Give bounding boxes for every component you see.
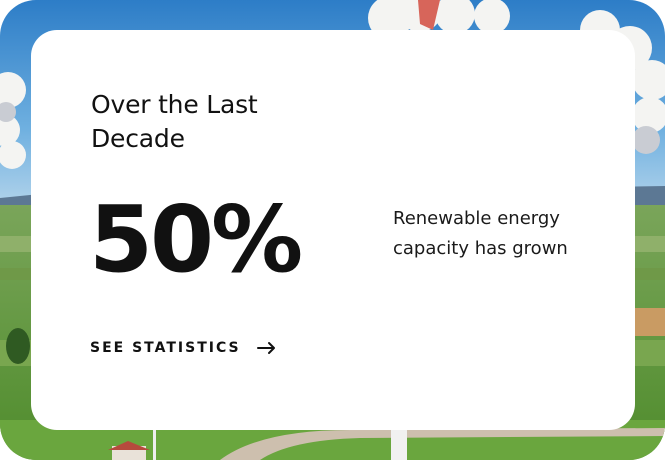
see-statistics-label: SEE STATISTICS [90,340,241,356]
stat-card: Over the Last Decade 50% Renewable energ… [31,30,635,430]
card-heading: Over the Last Decade [91,90,258,153]
see-statistics-link[interactable]: SEE STATISTICS [90,340,277,356]
arrow-right-icon [256,342,275,354]
stat-description: Renewable energy capacity has grown [393,208,568,259]
stat-value: 50% [89,186,303,293]
